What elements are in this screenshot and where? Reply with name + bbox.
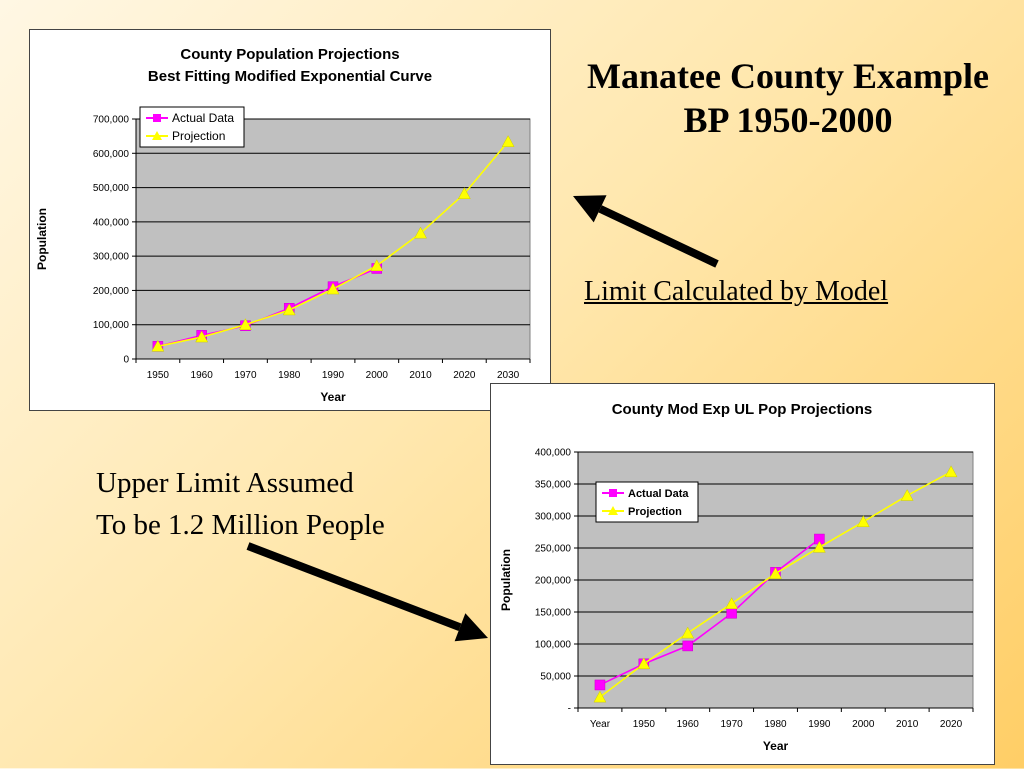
chart2-y-tick-label: 150,000 (535, 608, 572, 619)
chart1-point-projection (151, 339, 165, 352)
arrow-to-chart-2 (246, 542, 488, 642)
chart2-y-tick-label: 200,000 (535, 576, 572, 587)
chart2-point-projection (593, 690, 607, 703)
chart1-legend: Actual Data Projection (139, 106, 245, 148)
chart2-x-tick-label: 1990 (808, 719, 831, 730)
chart2-x-tick-label: 2000 (852, 719, 875, 730)
chart1-y-tick-label: 700,000 (93, 115, 130, 126)
slide-title-line-2: BP 1950-2000 (683, 100, 893, 140)
chart1-x-tick-label: 1960 (191, 370, 214, 381)
upper-limit-line-1: Upper Limit Assumed (96, 467, 354, 499)
chart1-legend-label: Projection (172, 129, 225, 143)
chart2-point-projection (856, 515, 870, 528)
chart2-point-actual (594, 679, 606, 691)
chart2-point-projection (812, 540, 826, 553)
chart1-x-axis-label: Year (320, 390, 346, 404)
arrow-to-chart-1 (573, 195, 719, 268)
chart2-x-tick-label: 2010 (896, 719, 919, 730)
population-projection-chart-svg: County Population Projections Best Fittin… (35, 46, 531, 404)
chart2-x-axis-label: Year (763, 739, 789, 753)
chart1-point-projection (457, 187, 471, 199)
population-projection-chart: County Population Projections Best Fittin… (29, 29, 551, 411)
arrow-to-chart-2-head (454, 613, 488, 642)
chart2-legend-label: Actual Data (628, 488, 689, 500)
chart2-point-projection (725, 597, 739, 609)
chart2-point-projection (900, 488, 914, 501)
chart1-y-tick-label: 0 (123, 355, 129, 366)
chart2-point-projection (681, 626, 695, 639)
chart2-y-tick-label: 400,000 (535, 448, 572, 459)
chart1-point-projection (239, 318, 252, 330)
arrow-to-chart-2-shaft (246, 542, 462, 631)
limit-caption: Limit Calculated by Model (584, 276, 889, 307)
chart1-x-tick-label: 1980 (278, 370, 301, 381)
arrow-to-chart-1-head (573, 195, 607, 223)
chart1-y-tick-label: 200,000 (93, 286, 130, 297)
chart1-y-tick-label: 600,000 (93, 149, 130, 160)
chart2-legend: Actual Data Projection (595, 481, 699, 523)
chart1-point-projection (501, 135, 515, 147)
chart2-legend-marker-projection (608, 506, 618, 515)
chart1-y-tick-label: 300,000 (93, 252, 130, 263)
chart2-x-tick-label: 1970 (720, 719, 743, 730)
chart1-x-tick-label: 2020 (453, 370, 476, 381)
chart1-x-tick-label: 1970 (234, 370, 257, 381)
chart2-y-axis-label: Population (499, 549, 513, 611)
chart2-legend-box (595, 481, 699, 523)
chart2-x-tick-label: 2020 (940, 719, 963, 730)
chart2-y-tick-label: 50,000 (540, 672, 571, 683)
chart1-point-projection (326, 282, 340, 295)
chart1-point-projection (370, 259, 384, 271)
chart1-y-tick-label: 500,000 (93, 183, 130, 194)
chart1-y-tick-label: 100,000 (93, 320, 130, 331)
chart2-legend-marker-actual (609, 489, 617, 497)
chart1-title: County Population Projections (180, 46, 399, 63)
chart1-plot-area (135, 118, 531, 360)
chart2-point-actual (682, 640, 693, 652)
chart2-y-tick-label: 350,000 (535, 480, 572, 491)
slide-title-line-1: Manatee County Example (587, 56, 989, 96)
chart1-x-tick-label: 1950 (147, 370, 170, 381)
chart2-y-tick-label: 100,000 (535, 640, 572, 651)
chart1-y-tick-label: 400,000 (93, 217, 130, 228)
chart1-point-projection (414, 226, 427, 239)
chart1-subtitle: Best Fitting Modified Exponential Curve (148, 68, 432, 85)
chart2-x-tick-label: 1960 (677, 719, 700, 730)
upper-limit-line-2: To be 1.2 Million People (96, 509, 385, 541)
chart2-point-projection (769, 567, 782, 579)
chart1-legend-box (139, 106, 245, 148)
chart1-point-projection (195, 330, 209, 343)
chart1-x-tick-label: 2030 (497, 370, 520, 381)
chart1-legend-marker-projection (152, 131, 162, 140)
chart1-x-tick-label: 2000 (366, 370, 389, 381)
slide-title: Manatee County Example BP 1950-2000 (560, 54, 1016, 142)
chart2-x-tick-label: 1950 (633, 719, 656, 730)
mod-exp-ul-chart: County Mod Exp UL Pop Projections - 50,000… (490, 383, 995, 765)
chart1-y-axis-label: Population (35, 208, 49, 270)
mod-exp-ul-chart-svg: County Mod Exp UL Pop Projections - 50,000… (499, 401, 974, 753)
chart2-series-line-actual (599, 538, 820, 686)
chart1-x-tick-label: 1990 (322, 370, 345, 381)
chart2-y-tick-label: 300,000 (535, 512, 572, 523)
chart2-point-projection (637, 657, 651, 670)
chart1-legend-label: Actual Data (172, 111, 234, 125)
chart1-point-projection (282, 303, 296, 316)
arrow-to-chart-1-shaft (598, 205, 719, 268)
chart2-x-tick-label: Year (590, 719, 611, 730)
upper-limit-caption: Upper Limit Assumed To be 1.2 Million Pe… (96, 462, 385, 546)
chart2-point-projection (944, 465, 958, 478)
chart2-x-tick-label: 1980 (764, 719, 787, 730)
chart2-y-tick-label: 250,000 (535, 544, 572, 555)
chart2-title: County Mod Exp UL Pop Projections (612, 401, 873, 418)
chart1-legend-marker-actual (153, 114, 161, 122)
chart1-x-tick-label: 2010 (409, 370, 432, 381)
chart2-legend-label: Projection (628, 506, 682, 518)
chart2-y-tick-label: - (568, 704, 571, 715)
